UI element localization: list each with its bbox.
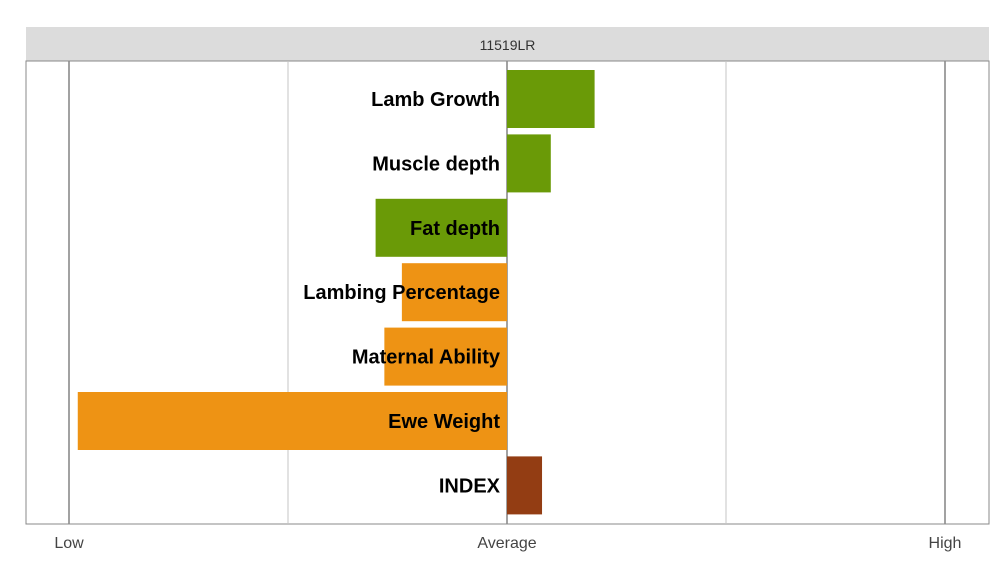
bar-label: Muscle depth bbox=[372, 153, 500, 175]
bar-labels: Lamb Growth Muscle depth Fat depth Lambing … bbox=[303, 89, 501, 497]
bar-label: Lambing Percentage bbox=[303, 282, 500, 304]
title-strip bbox=[26, 27, 989, 61]
bar-label: Lamb Growth bbox=[371, 89, 500, 111]
bars bbox=[77, 70, 595, 515]
bar bbox=[507, 456, 543, 515]
bar-label: Maternal Ability bbox=[352, 347, 501, 369]
chart-title: 11519LR bbox=[480, 37, 536, 53]
x-axis-ticks: Low Average High bbox=[54, 535, 961, 552]
bar bbox=[507, 70, 595, 128]
bar bbox=[77, 392, 507, 450]
x-tick-label: Low bbox=[54, 535, 84, 552]
x-tick-label: Average bbox=[477, 535, 536, 552]
bar bbox=[401, 263, 507, 322]
bar-label: Ewe Weight bbox=[388, 411, 500, 433]
bar bbox=[375, 198, 507, 257]
x-tick-label: High bbox=[929, 535, 962, 552]
bar-label: Fat depth bbox=[410, 218, 500, 240]
bar bbox=[384, 327, 507, 386]
bar-label: INDEX bbox=[439, 475, 501, 497]
bar bbox=[507, 134, 551, 193]
